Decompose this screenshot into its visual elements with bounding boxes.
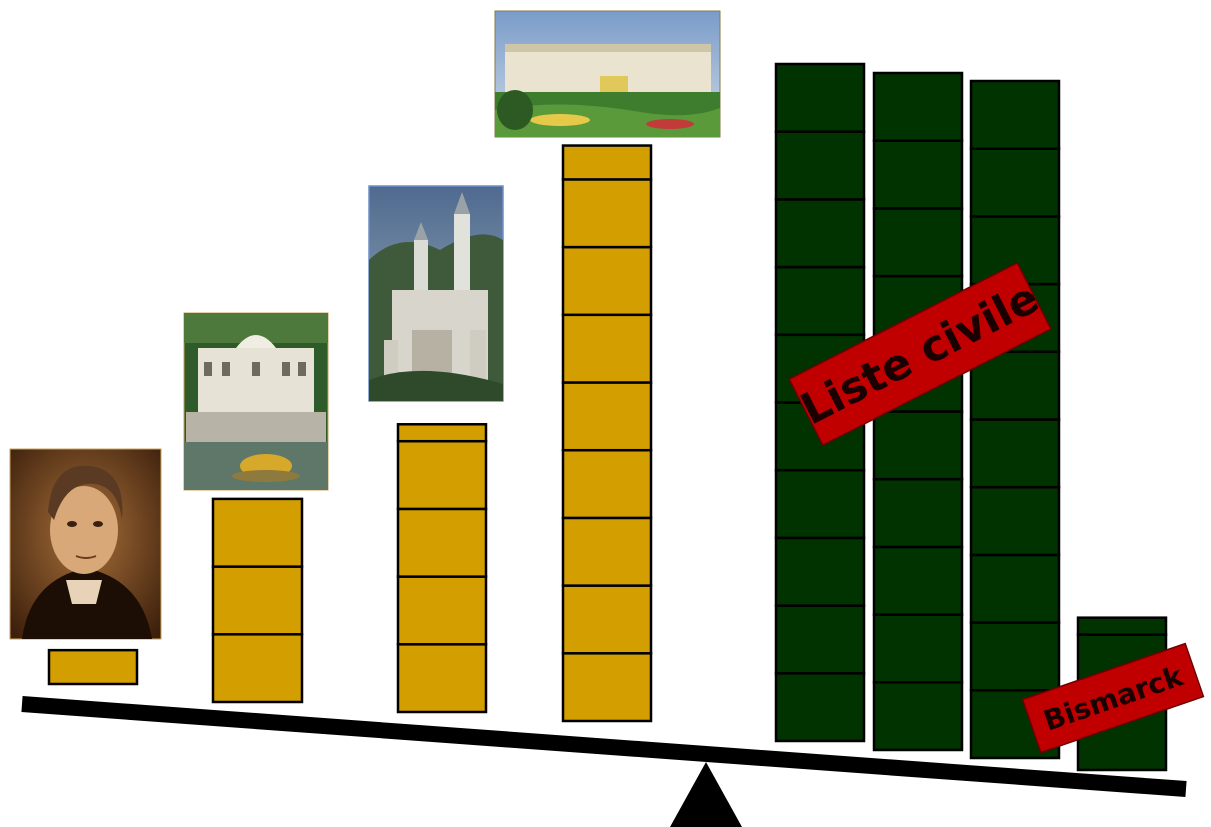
income-block	[774, 130, 866, 201]
expense-block	[561, 381, 653, 452]
income-block	[1076, 616, 1168, 636]
income-block	[969, 553, 1061, 624]
expense-block	[561, 313, 653, 384]
expense-block	[211, 633, 304, 704]
income-block	[969, 485, 1061, 557]
income-block	[969, 350, 1061, 421]
expense-stack-4	[561, 144, 653, 723]
income-block	[872, 410, 964, 481]
expense-block	[561, 584, 653, 655]
expense-block	[561, 245, 653, 317]
expense-stack-2	[211, 497, 304, 704]
income-block	[774, 468, 866, 540]
expense-block	[396, 439, 488, 511]
income-stack-3	[969, 79, 1061, 760]
income-block	[872, 207, 964, 278]
expense-block	[396, 423, 488, 443]
expense-block	[211, 497, 304, 568]
expense-stack-3	[396, 423, 488, 714]
expense-block	[396, 575, 488, 646]
balance-beam	[21, 696, 1187, 797]
expense-block	[211, 565, 304, 636]
expense-block	[561, 144, 653, 181]
income-block	[872, 139, 964, 210]
income-block	[872, 545, 964, 616]
income-block	[774, 604, 866, 675]
expense-block	[396, 643, 488, 714]
income-block	[969, 147, 1061, 218]
income-block	[774, 265, 866, 337]
income-block	[872, 613, 964, 684]
income-block	[969, 79, 1061, 150]
expense-block	[561, 516, 653, 587]
income-block	[872, 71, 964, 142]
income-block	[969, 621, 1061, 692]
income-block	[872, 681, 964, 752]
palace-photo-icon	[183, 312, 329, 491]
income-block	[774, 62, 866, 133]
income-block	[774, 536, 866, 607]
castle-photo-icon	[368, 185, 504, 402]
income-block	[774, 672, 866, 743]
portrait-photo-icon	[9, 448, 162, 640]
expense-block	[396, 507, 488, 578]
palace-photo-icon	[494, 10, 721, 138]
expense-block	[47, 648, 139, 686]
expense-block	[561, 178, 653, 249]
fulcrum-triangle	[670, 762, 742, 827]
income-block	[872, 477, 964, 549]
expense-stack-1	[47, 648, 139, 686]
expense-block	[561, 448, 653, 520]
income-block	[969, 418, 1061, 489]
income-block	[774, 198, 866, 269]
expense-block	[561, 652, 653, 723]
